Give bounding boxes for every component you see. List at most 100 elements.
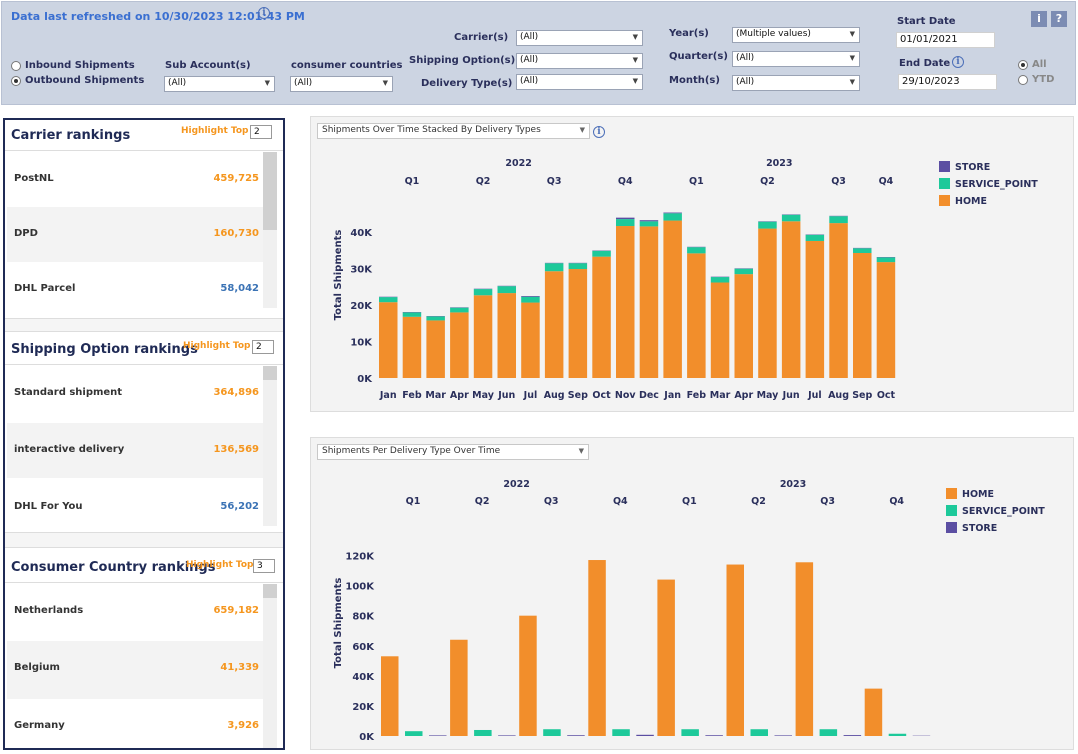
delivery-type-select[interactable]: (All) ▼ bbox=[516, 74, 643, 90]
y-tick-label: 80K bbox=[352, 612, 375, 623]
country-value: 3,926 bbox=[227, 720, 259, 731]
scrollbar-thumb[interactable] bbox=[263, 584, 277, 598]
section-divider bbox=[5, 532, 283, 548]
sub-account-select[interactable]: (All) ▼ bbox=[164, 76, 275, 92]
refresh-info-icon[interactable]: i bbox=[258, 7, 270, 19]
quarter-label: Q4 bbox=[879, 176, 894, 187]
months-label: Month(s) bbox=[669, 75, 720, 86]
bar-service-point bbox=[750, 729, 768, 736]
legend-swatch bbox=[939, 178, 950, 189]
quarter-label: Q3 bbox=[831, 176, 846, 187]
chart1-view-select[interactable]: Shipments Over Time Stacked By Delivery … bbox=[317, 123, 590, 139]
highlight-top-input[interactable]: 2 bbox=[252, 340, 274, 354]
shipping-option-row[interactable]: Standard shipment 364,896 bbox=[7, 366, 263, 421]
years-label: Year(s) bbox=[669, 28, 709, 39]
country-rankings-title: Consumer Country rankings bbox=[11, 560, 216, 575]
help-button[interactable]: ? bbox=[1051, 11, 1067, 27]
highlight-top-label: Highlight Top bbox=[181, 126, 249, 136]
bar-segment-service-point bbox=[521, 296, 540, 303]
chart2-view-select[interactable]: Shipments Per Delivery Type Over Time ▼ bbox=[317, 444, 589, 460]
country-name: Belgium bbox=[14, 662, 60, 673]
carrier-rankings-title: Carrier rankings bbox=[11, 128, 131, 143]
stacked-chart-panel: Shipments Over Time Stacked By Delivery … bbox=[310, 116, 1074, 412]
start-date-input[interactable]: 01/01/2021 bbox=[896, 32, 995, 48]
country-row[interactable]: Germany 3,926 bbox=[7, 699, 263, 749]
years-select[interactable]: (Multiple values) ▼ bbox=[732, 27, 860, 43]
y-tick-label: 100K bbox=[345, 582, 375, 593]
bar-segment-home bbox=[473, 295, 493, 378]
country-name: Germany bbox=[14, 720, 65, 731]
highlight-top-label: Highlight Top bbox=[186, 560, 254, 570]
legend-label: SERVICE_POINT bbox=[955, 179, 1038, 190]
shipping-option-row[interactable]: DHL For You 56,202 bbox=[7, 480, 263, 535]
months-select[interactable]: (All) ▼ bbox=[732, 75, 860, 91]
chart1-info-icon[interactable]: i bbox=[593, 126, 605, 138]
inbound-radio[interactable] bbox=[11, 61, 21, 71]
bar-service-point bbox=[474, 729, 492, 736]
quarter-label: Q1 bbox=[689, 176, 704, 187]
highlight-top-input[interactable]: 3 bbox=[253, 559, 275, 573]
highlight-top-input[interactable]: 2 bbox=[250, 125, 272, 139]
bar-segment-service-point bbox=[592, 250, 611, 257]
bar-segment-service-point bbox=[734, 268, 753, 275]
scrollbar-thumb[interactable] bbox=[263, 152, 277, 230]
quarters-label: Quarter(s) bbox=[669, 51, 728, 62]
x-tick-label: Feb bbox=[402, 390, 422, 401]
bar-segment-home bbox=[734, 274, 753, 378]
carrier-name: DHL Parcel bbox=[14, 283, 76, 294]
section-divider bbox=[5, 318, 283, 332]
country-row[interactable]: Belgium 41,339 bbox=[7, 641, 263, 699]
consumer-countries-select[interactable]: (All) ▼ bbox=[290, 76, 393, 92]
end-date-input[interactable]: 29/10/2023 bbox=[898, 74, 997, 90]
quarter-label: Q4 bbox=[613, 496, 628, 507]
shipping-option-select[interactable]: (All) ▼ bbox=[516, 53, 643, 69]
y-tick-label: 0K bbox=[359, 732, 375, 743]
scrollbar[interactable] bbox=[263, 152, 277, 308]
bar-segment-home bbox=[379, 302, 398, 378]
carriers-select[interactable]: (All) ▼ bbox=[516, 30, 643, 46]
x-tick-label: Apr bbox=[734, 390, 753, 401]
carrier-row[interactable]: DHL Parcel 58,042 bbox=[7, 262, 263, 317]
bar-segment-service-point bbox=[710, 277, 730, 283]
carrier-row[interactable]: DPD 160,730 bbox=[7, 207, 263, 262]
scrollbar[interactable] bbox=[263, 584, 277, 748]
end-date-info-icon[interactable]: i bbox=[952, 56, 964, 68]
x-tick-label: Jun bbox=[497, 390, 515, 401]
delivery-type-label: Delivery Type(s) bbox=[421, 78, 513, 89]
bar-segment-service-point bbox=[758, 221, 777, 229]
period-all-radio[interactable] bbox=[1018, 60, 1028, 70]
bar-service-point bbox=[888, 733, 907, 736]
chevron-down-icon: ▼ bbox=[849, 54, 855, 62]
bar-segment-home bbox=[781, 221, 801, 378]
legend-swatch bbox=[939, 195, 950, 206]
x-tick-label: Aug bbox=[544, 390, 565, 401]
carrier-name: PostNL bbox=[14, 173, 54, 184]
bar-home bbox=[450, 639, 468, 736]
scrollbar[interactable] bbox=[263, 366, 277, 526]
shipping-option-rankings-section: Shipping Option rankings Highlight Top 2… bbox=[5, 332, 283, 532]
country-row[interactable]: Netherlands 659,182 bbox=[7, 584, 263, 639]
bar-segment-service-point bbox=[402, 312, 422, 317]
bar-segment-service-point bbox=[805, 234, 825, 241]
quarters-value: (All) bbox=[736, 53, 755, 63]
bar-service-point bbox=[612, 729, 630, 736]
bar-segment-service-point bbox=[426, 316, 445, 321]
x-tick-label: Aug bbox=[828, 390, 849, 401]
bar-segment-home bbox=[592, 256, 611, 378]
bar-segment-home bbox=[663, 220, 682, 378]
shipping-option-name: DHL For You bbox=[14, 501, 83, 512]
x-tick-label: Dec bbox=[639, 390, 659, 401]
chevron-down-icon: ▼ bbox=[632, 56, 638, 64]
quarters-select[interactable]: (All) ▼ bbox=[732, 51, 860, 67]
info-button[interactable]: i bbox=[1031, 11, 1047, 27]
shipping-option-value: 56,202 bbox=[220, 501, 259, 512]
shipping-option-row[interactable]: interactive delivery 136,569 bbox=[7, 423, 263, 478]
sub-account-label: Sub Account(s) bbox=[165, 60, 251, 71]
legend-swatch bbox=[946, 505, 957, 516]
period-ytd-radio[interactable] bbox=[1018, 75, 1028, 85]
shipping-option-name: Standard shipment bbox=[14, 387, 123, 398]
scrollbar-thumb[interactable] bbox=[263, 366, 277, 380]
outbound-radio[interactable] bbox=[11, 76, 21, 86]
quarter-label: Q3 bbox=[547, 176, 562, 187]
carrier-row[interactable]: PostNL 459,725 bbox=[7, 152, 263, 207]
